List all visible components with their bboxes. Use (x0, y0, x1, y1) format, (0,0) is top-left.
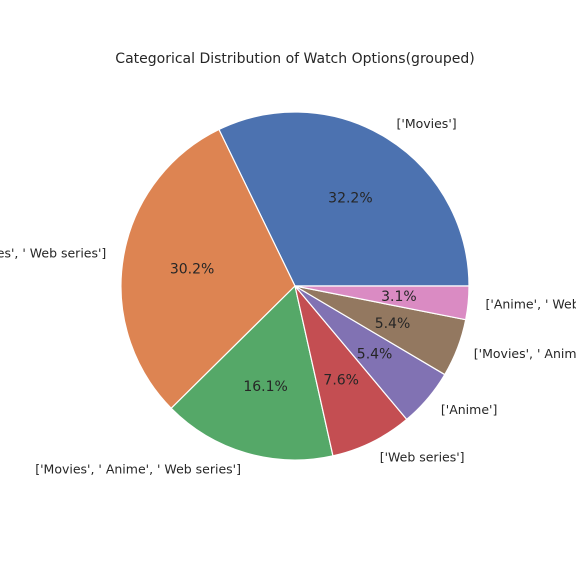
slices-layer (120, 111, 470, 461)
slice-percent-label-2: 30.2% (170, 261, 214, 277)
pie-slice-1 (218, 111, 470, 287)
labels-layer: 32.2% ['Movies'] 30.2% ['Movies', ' Web ser… (0, 116, 576, 477)
slice-percent-label-7: 3.1% (381, 289, 417, 305)
slice-percent-label-5: 5.4% (357, 347, 393, 363)
chart-title: Categorical Distribution of Watch Option… (115, 51, 474, 67)
slice-category-label-4: ['Web series'] (380, 450, 465, 465)
slice-percent-label-3: 16.1% (243, 379, 287, 395)
slice-percent-label-6: 5.4% (375, 316, 411, 332)
slice-category-label-1: ['Movies'] (397, 116, 457, 131)
slice-category-label-5: ['Anime'] (441, 402, 497, 417)
slice-category-label-7: ['Anime', ' Web series'] (486, 297, 576, 312)
slice-category-label-3: ['Movies', ' Anime', ' Web series'] (35, 462, 241, 477)
pie-slice-3 (170, 285, 334, 461)
pie-slice-2 (120, 128, 296, 409)
pie-slice-7 (294, 285, 470, 321)
slice-percent-label-1: 32.2% (328, 191, 372, 207)
slice-category-label-2: ['Movies', ' Web series'] (0, 246, 106, 261)
slice-category-label-6: ['Movies', ' Anime'] (474, 346, 576, 361)
slice-percent-label-4: 7.6% (323, 373, 359, 389)
